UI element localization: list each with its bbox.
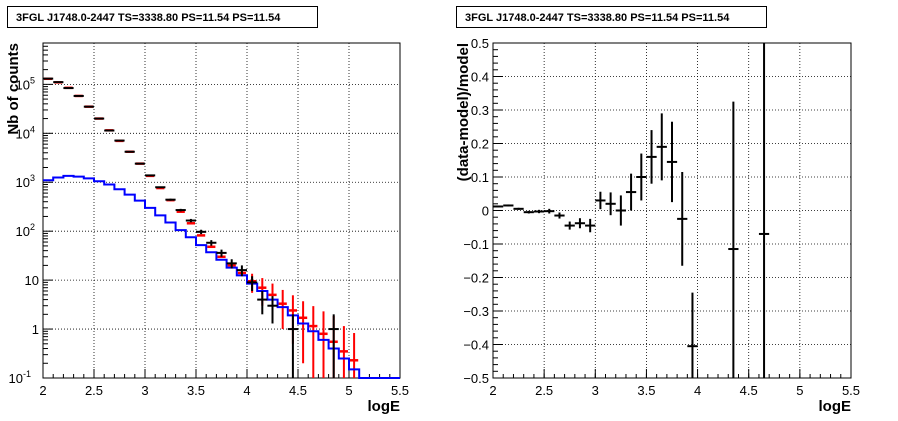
y-axis-label: (data-model)/model: [455, 43, 472, 181]
x-tick-label: 5: [345, 383, 352, 398]
x-tick-label: 3.5: [187, 383, 205, 398]
model-histogram-line: [43, 174, 400, 379]
x-tick-label: 4: [694, 383, 701, 398]
y-tick-label: 0.3: [471, 103, 489, 118]
y-tick-label: 103: [16, 173, 35, 190]
x-axis-label: logE: [819, 398, 852, 415]
x-tick-label: 2: [39, 383, 46, 398]
y-tick-label: 102: [16, 222, 35, 239]
y-tick-label: 0: [482, 204, 489, 219]
x-tick-label: 4: [243, 383, 250, 398]
y-tick-label: −0.3: [463, 304, 489, 319]
y-axis-label: Nb of counts: [5, 43, 22, 135]
x-tick-label: 2.5: [535, 383, 553, 398]
right-plot-area: 2 2.5 3 3.5 4 4.5 5 5.5 −0.5 −0.4 −0.3 −0.2 −0.1 0 0.1…: [455, 36, 860, 415]
y-tick-label: 0.2: [471, 137, 489, 152]
x-tick-label: 4.5: [740, 383, 758, 398]
y-tick-label: 10-1: [9, 369, 31, 386]
y-tick-label: 1: [32, 322, 39, 337]
right-plot-title: 3FGL J1748.0-2447 TS=3338.80 PS=11.54 PS…: [456, 6, 767, 28]
x-tick-label: 2.5: [85, 383, 103, 398]
x-tick-label: 4.5: [289, 383, 307, 398]
y-tick-label: −0.2: [463, 271, 489, 286]
y-tick-label: −0.4: [463, 338, 489, 353]
x-tick-label: 2: [489, 383, 496, 398]
x-axis-label: logE: [368, 398, 401, 415]
left-plot-area: 2 2.5 3 3.5 4 4.5 5 5.510-1110102103104105logEN…: [5, 42, 409, 415]
y-tick-label: −0.5: [463, 371, 489, 386]
x-tick-label: 5.5: [842, 383, 860, 398]
x-tick-label: 3: [592, 383, 599, 398]
x-tick-label: 3.5: [637, 383, 655, 398]
y-tick-label: −0.1: [463, 237, 489, 252]
y-tick-label: 10: [25, 273, 39, 288]
y-tick-label: 0.1: [471, 170, 489, 185]
x-tick-label: 5: [796, 383, 803, 398]
x-tick-label: 3: [141, 383, 148, 398]
y-tick-label: 0.5: [471, 36, 489, 51]
plot-frame: [42, 42, 401, 379]
y-tick-label: 0.4: [471, 70, 489, 85]
x-tick-label: 5.5: [391, 383, 409, 398]
left-plot-title: 3FGL J1748.0-2447 TS=3338.80 PS=11.54 PS…: [7, 6, 318, 28]
